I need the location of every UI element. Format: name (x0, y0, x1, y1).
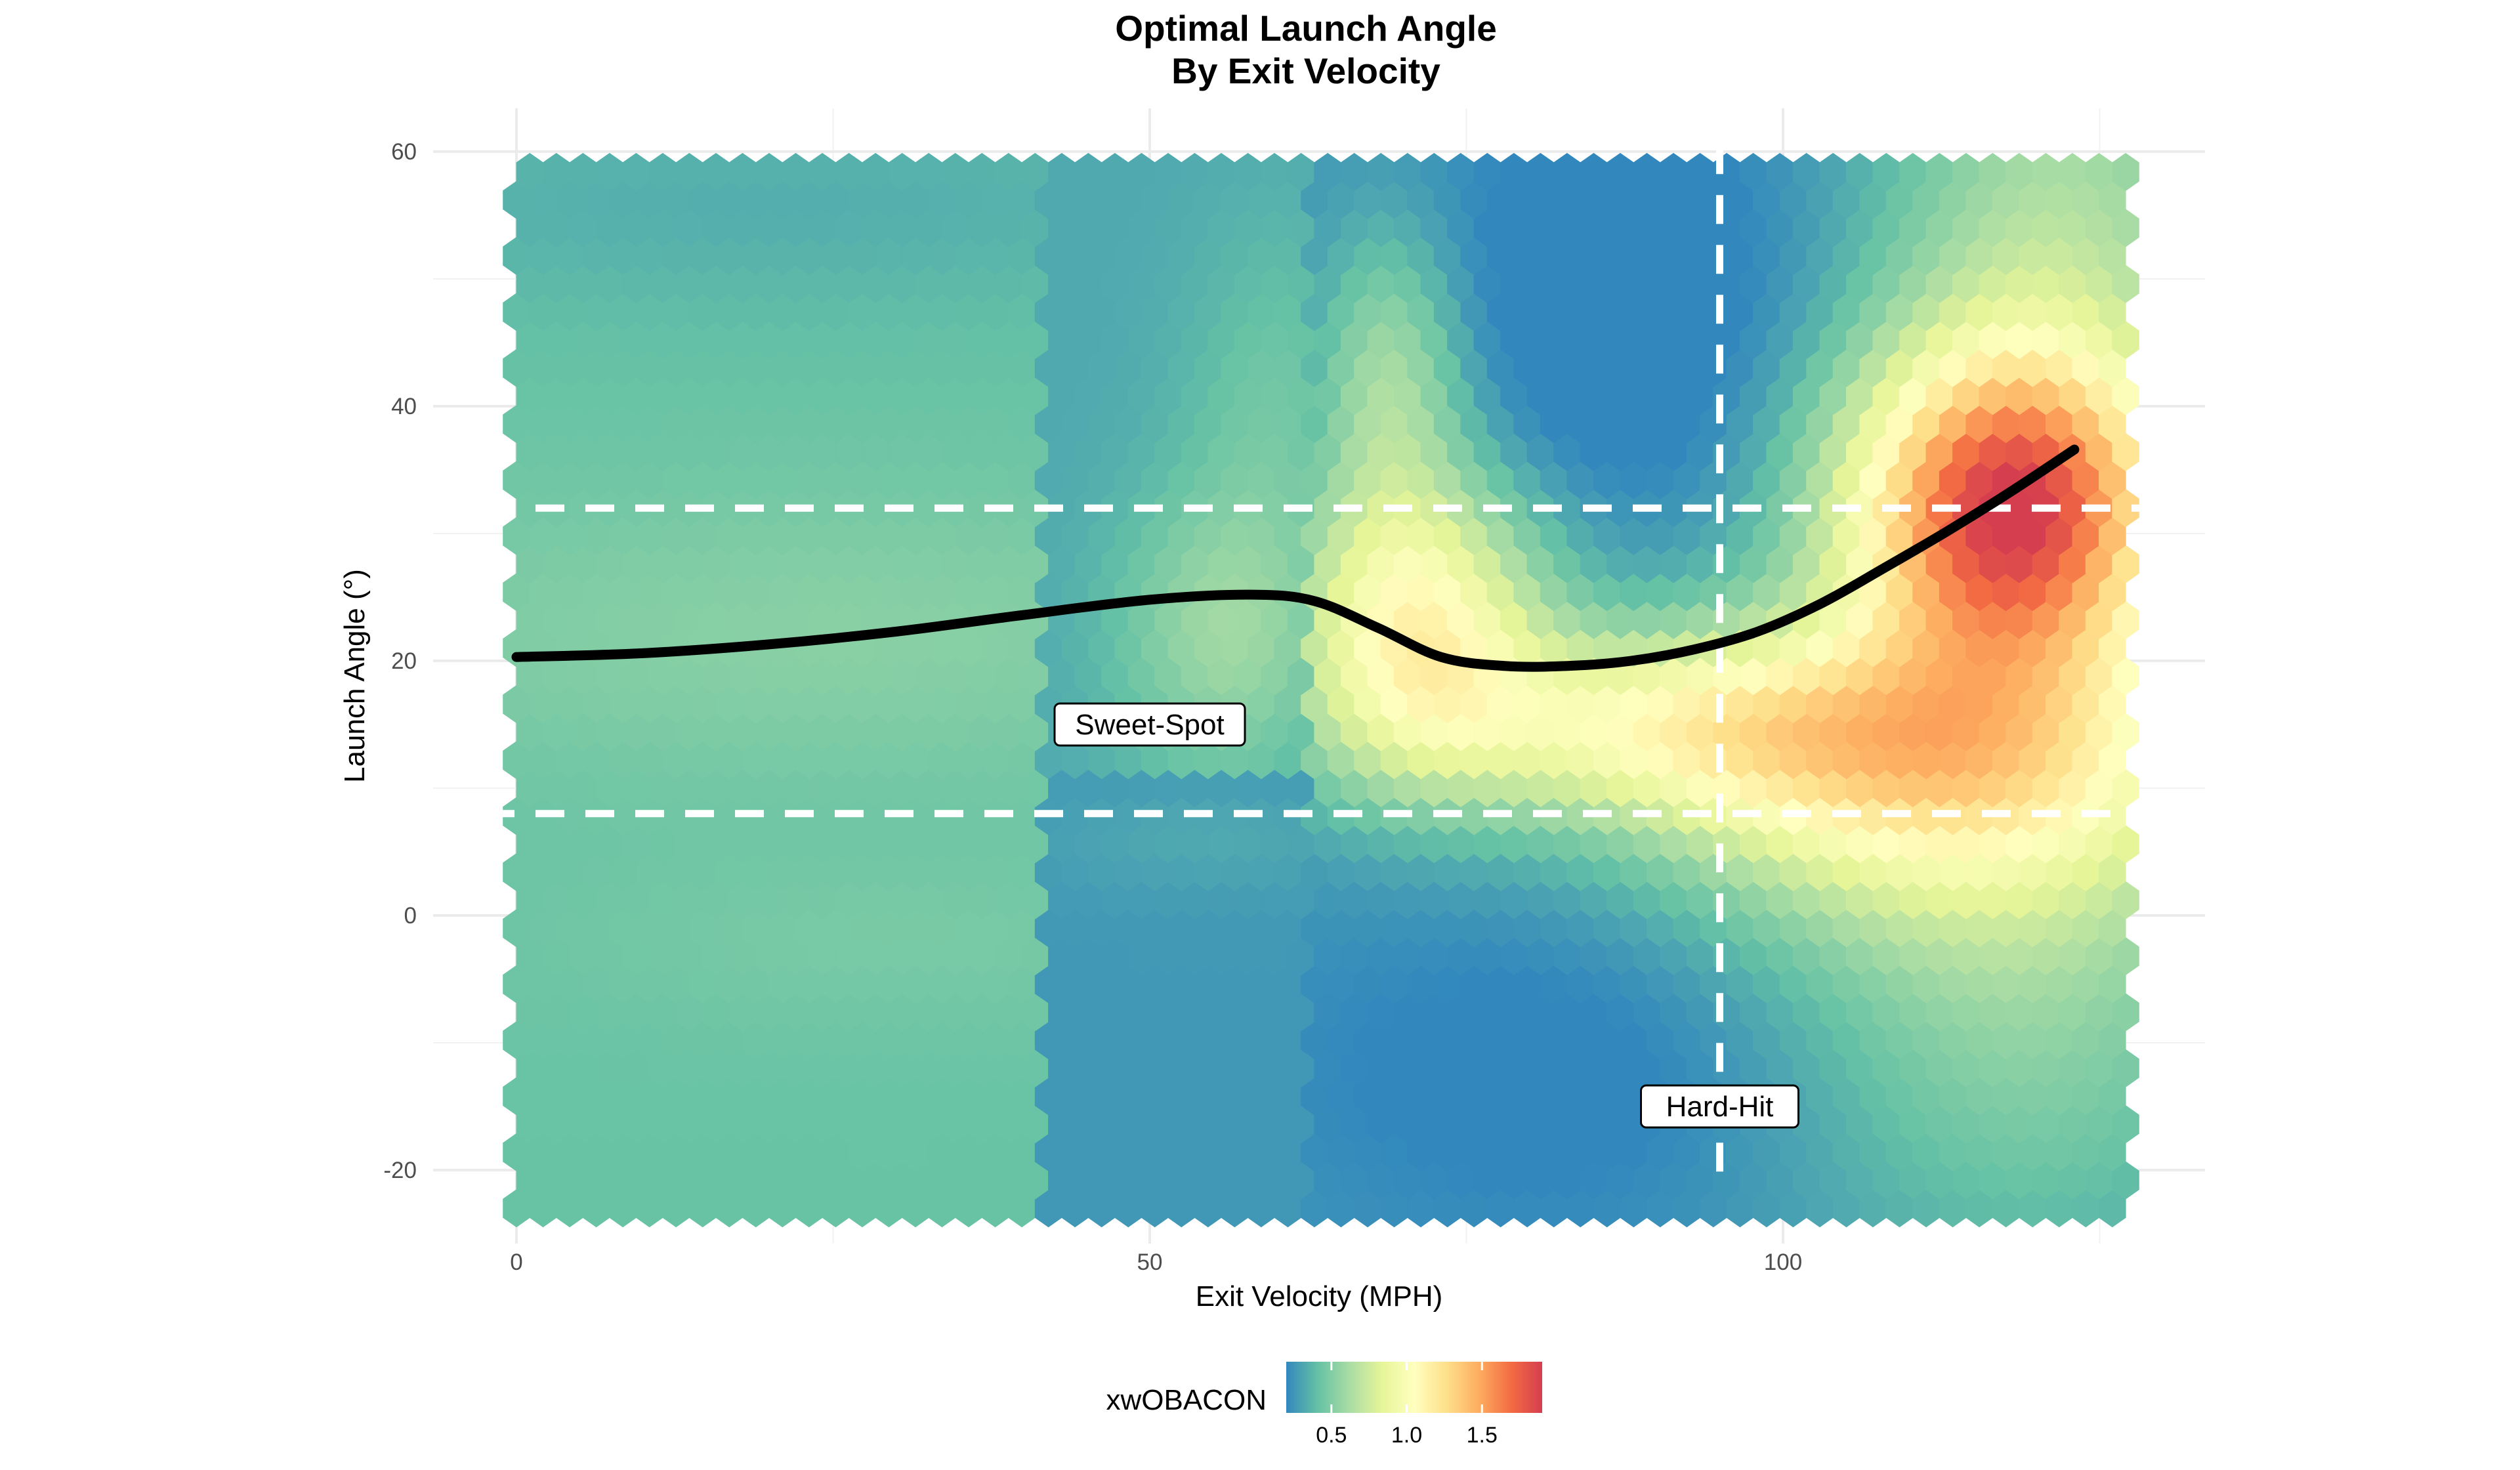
reference-lines (486, 145, 2192, 1177)
y-tick-label: 0 (404, 903, 417, 929)
legend: xwOBACON 0.5 1.0 1.5 (1106, 1362, 1542, 1448)
annotation-label: Hard-Hit (1640, 1084, 1799, 1129)
hexbin-layer (503, 152, 2139, 1228)
x-tick-label: 50 (1137, 1250, 1163, 1275)
y-tick-label: 20 (391, 648, 417, 674)
legend-tick-label: 1.5 (1467, 1423, 1498, 1448)
y-tick-label: 40 (391, 394, 417, 419)
legend-colorbar (1286, 1362, 1542, 1413)
y-tick-label: -20 (383, 1158, 417, 1183)
optimal-curve (511, 444, 2080, 672)
legend-ticks: 0.5 1.0 1.5 (1316, 1362, 1498, 1448)
legend-tick-label: 0.5 (1316, 1423, 1347, 1448)
annotation-label: Sweet-Spot (1053, 702, 1246, 747)
x-tick-label: 100 (1764, 1250, 1802, 1275)
chart-title-line2: By Exit Velocity (1171, 51, 1440, 91)
y-tick-label: 60 (391, 139, 417, 165)
y-axis-title: Launch Angle (°) (339, 569, 371, 783)
tick-labels: 0 50 100 -20 0 20 40 60 (383, 139, 1802, 1275)
annotation-box (1053, 702, 1246, 747)
x-tick-label: 0 (510, 1250, 522, 1275)
x-axis-title: Exit Velocity (MPH) (1196, 1280, 1443, 1312)
annotation-box (1640, 1084, 1799, 1129)
optimal-curve-layer (511, 444, 2080, 672)
chart-title-line1: Optimal Launch Angle (1115, 8, 1497, 49)
legend-title: xwOBACON (1106, 1384, 1267, 1416)
hex-bin (2112, 152, 2139, 192)
annotation-text: Sweet-Spot (1075, 709, 1224, 741)
annotations: Sweet-Spot Hard-Hit (1053, 702, 1799, 1129)
annotation-text: Hard-Hit (1666, 1091, 1774, 1123)
legend-tick-label: 1.0 (1391, 1423, 1422, 1448)
